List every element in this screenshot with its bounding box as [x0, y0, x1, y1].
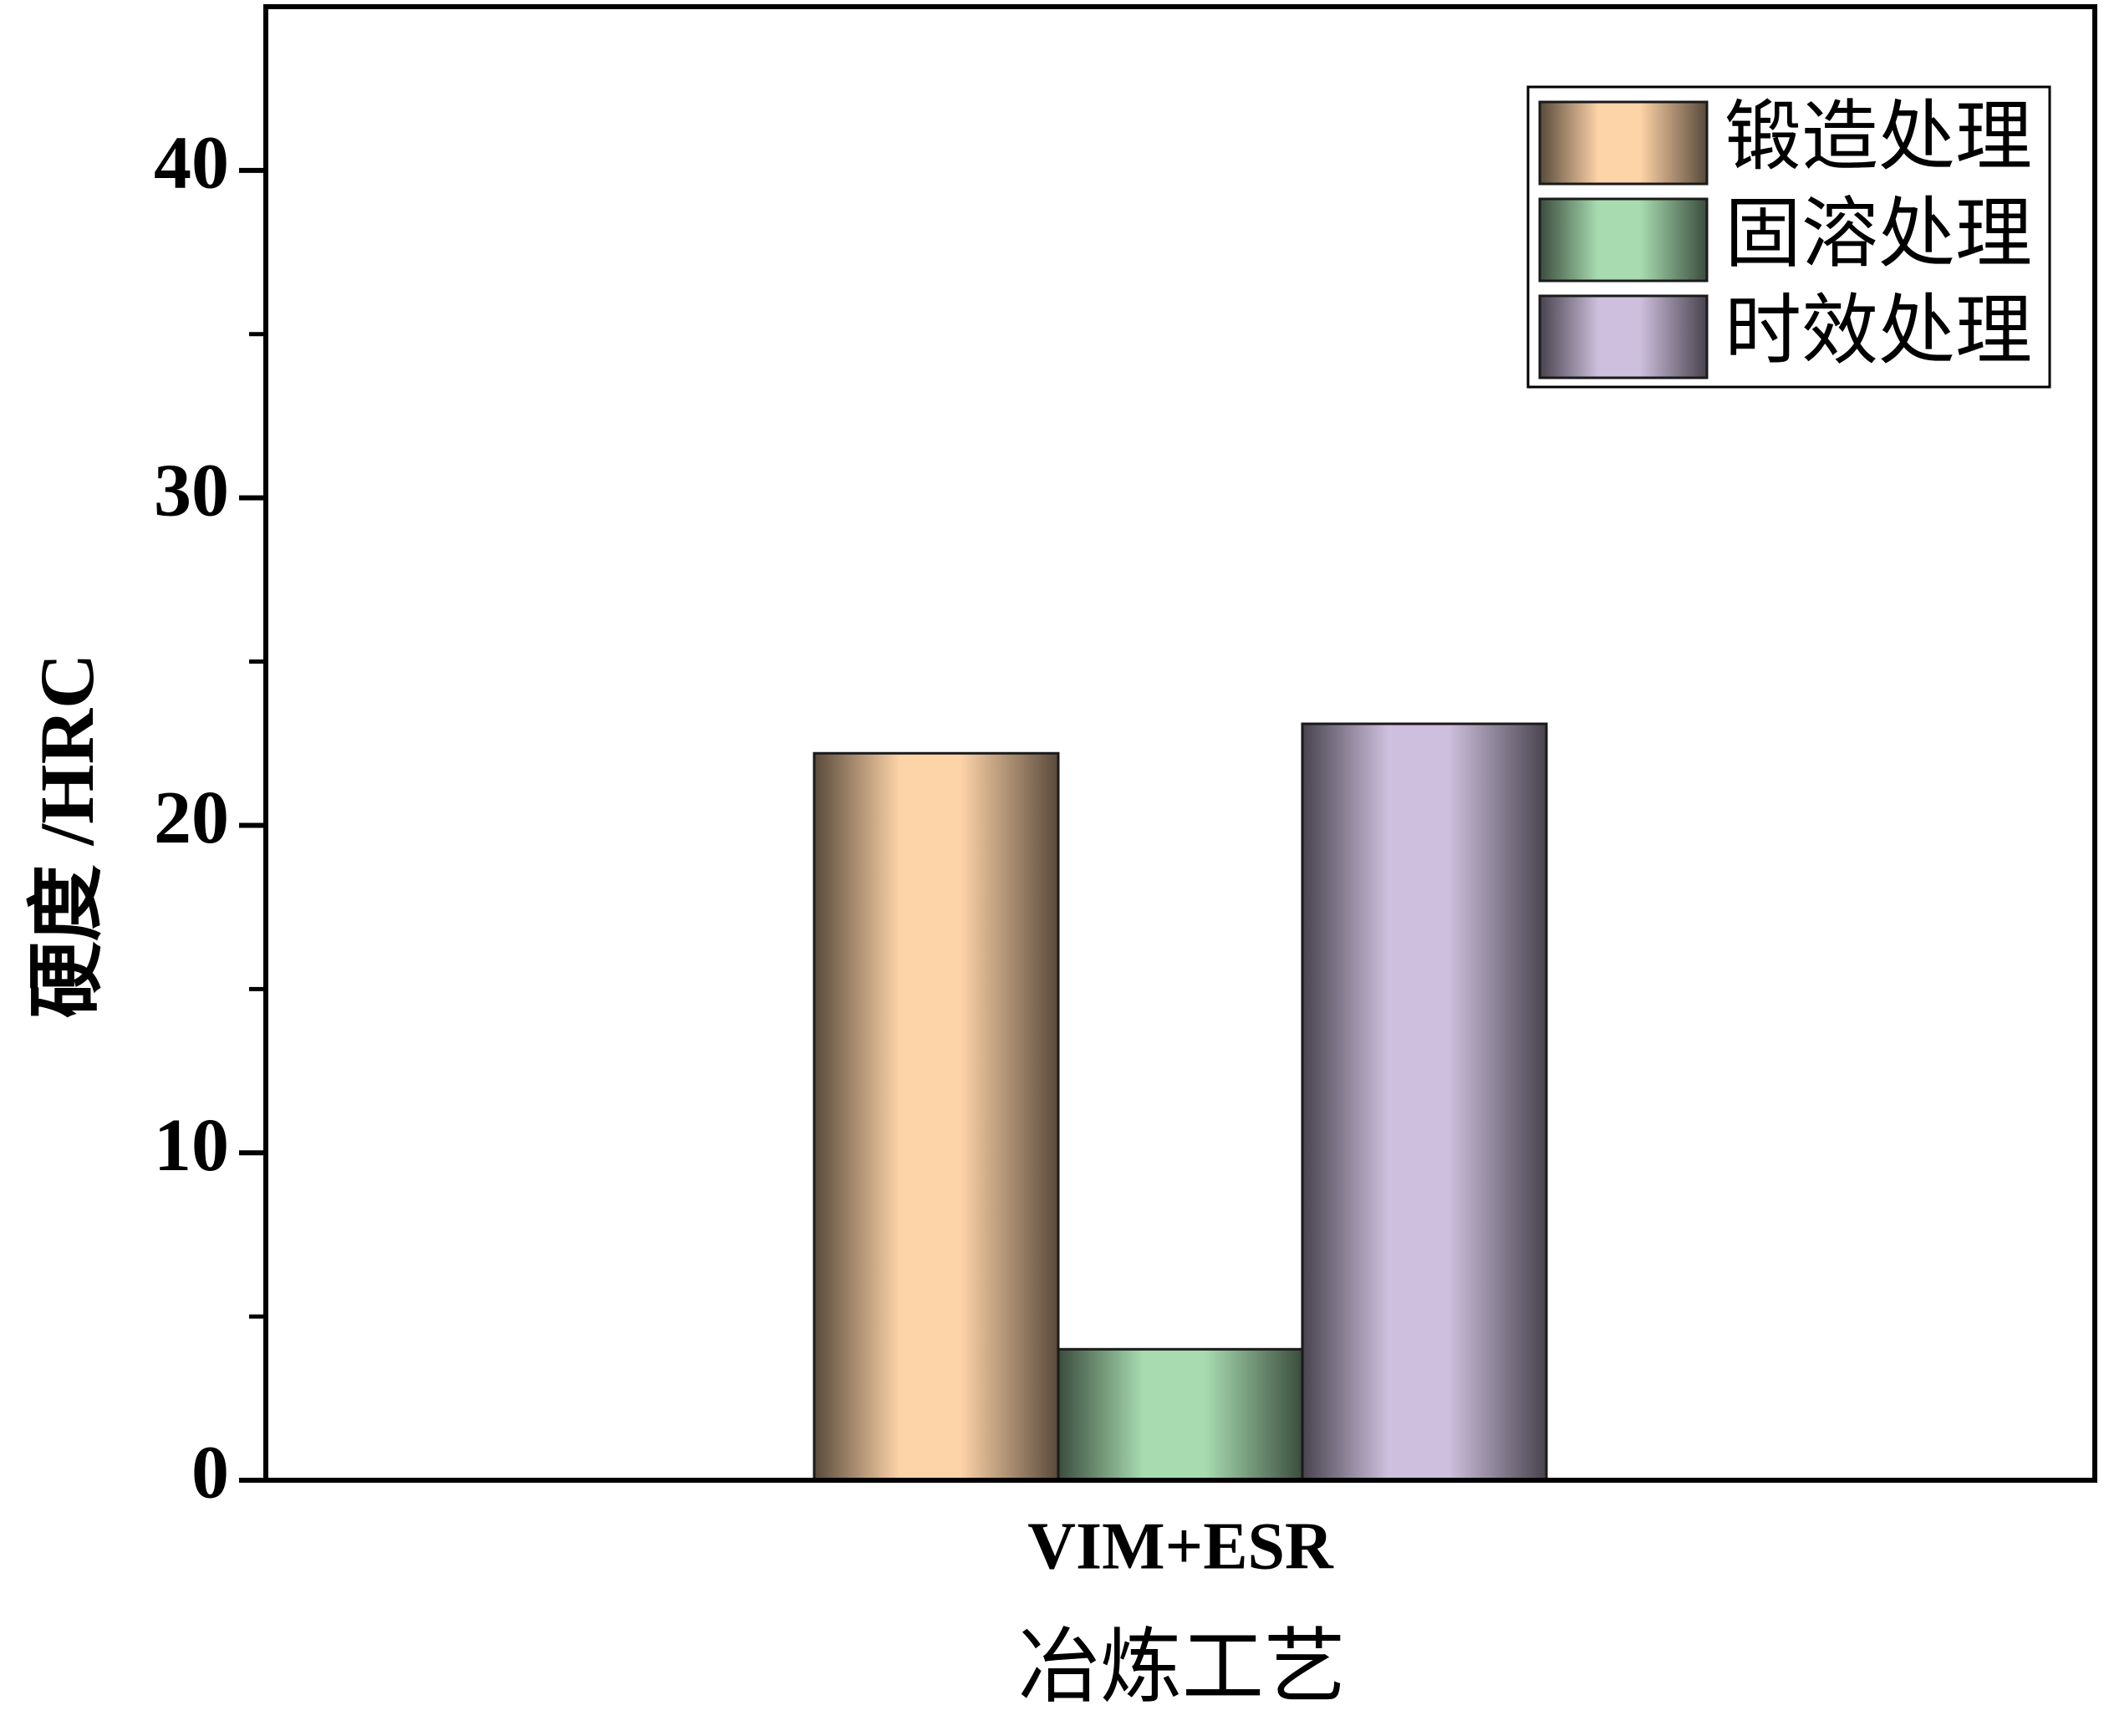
x-tick-label: VIM+ESR [1027, 1509, 1334, 1583]
legend-swatch [1538, 294, 1709, 379]
y-tick-label: 0 [191, 1432, 229, 1515]
y-tick-label: 30 [154, 449, 229, 532]
y-tick-label: 40 [154, 122, 229, 205]
y-tick-label: 10 [154, 1104, 229, 1187]
bar [1301, 722, 1548, 1482]
bar [813, 751, 1060, 1482]
y-tick-label: 20 [154, 776, 229, 859]
legend-swatch [1538, 197, 1709, 283]
legend-label: 固溶处理 [1724, 191, 2032, 277]
legend-swatch [1538, 100, 1709, 186]
x-axis-label: 冶炼工艺 [1018, 1622, 1346, 1713]
legend-label: 时效处理 [1724, 288, 2032, 374]
y-axis-label: 硬度 /HRC [24, 653, 110, 1018]
plot-frame [263, 4, 2097, 1483]
legend-label: 锻造处理 [1724, 94, 2032, 180]
bar [1057, 1347, 1304, 1482]
